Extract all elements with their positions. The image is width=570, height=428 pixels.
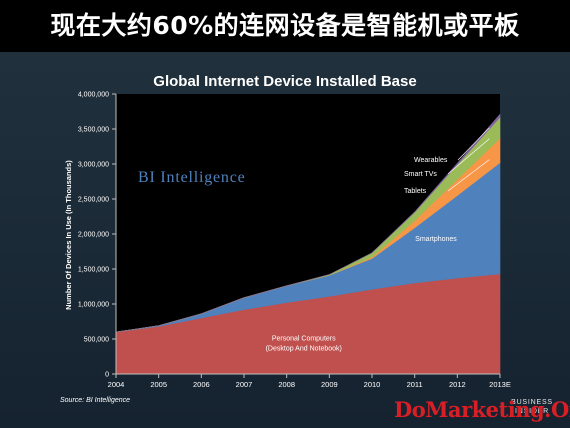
y-tick-label: 2,500,000 [78, 197, 109, 204]
logo-line-2: INSIDER [515, 408, 549, 415]
x-tick-label: 2010 [364, 380, 381, 389]
x-tick-label: 2013E [489, 380, 511, 389]
x-tick-label: 2005 [150, 380, 167, 389]
series-label-wearables-leader [457, 127, 490, 161]
y-tick-label: 500,000 [84, 337, 109, 344]
x-tick-label: 2011 [407, 380, 423, 389]
series-label-pc: (Desktop And Notebook) [266, 345, 342, 352]
series-label-smart-tvs-leader [447, 138, 490, 175]
x-tick-label: 2012 [449, 380, 466, 389]
y-tick-label: 1,000,000 [78, 302, 109, 309]
y-tick-label: 3,000,000 [78, 162, 109, 169]
series-label-wearables: Wearables [414, 157, 448, 164]
axes-group: 0 500,000 1,000,000 1,500,000 2,000,000 2,500… [78, 92, 511, 390]
area-wearables [115, 113, 501, 333]
bi-intelligence-watermark: BI Intelligence [138, 169, 246, 186]
x-tick-label: 2009 [321, 380, 338, 389]
y-axis-label: Number Of Devices In Use (In Thousands) [64, 160, 73, 310]
y-tick-label: 1,500,000 [78, 267, 109, 274]
chart-title: Global Internet Device Installed Base [153, 73, 416, 90]
y-tick-label: 3,500,000 [78, 127, 109, 134]
source-note: Source: BI Intelligence [60, 397, 130, 404]
y-tick-label: 0 [105, 372, 109, 379]
series-label-tablets: Tablets [404, 188, 427, 195]
business-insider-logo: BUSINESS INSIDER [510, 398, 554, 416]
series-label-smart-tvs: Smart TVs [404, 171, 437, 178]
series-label-smartphones: Smartphones [415, 236, 457, 243]
logo-line-1: BUSINESS [511, 399, 553, 406]
headline: 现在大约60%的连网设备是智能机或平板 [50, 11, 520, 40]
series-labels-group: Personal Computers (Desktop And Notebook)… [266, 127, 490, 352]
y-tick-label: 2,000,000 [78, 232, 109, 239]
site-watermark: DoMarketing.Org [394, 397, 570, 422]
y-tick-label: 4,000,000 [78, 92, 109, 99]
x-tick-label: 2004 [108, 380, 125, 389]
x-tick-label: 2006 [193, 380, 210, 389]
series-label-tablets-leader [447, 159, 490, 192]
x-tick-label: 2007 [236, 380, 253, 389]
series-label-pc: Personal Computers [272, 335, 336, 342]
x-tick-label: 2008 [278, 380, 295, 389]
